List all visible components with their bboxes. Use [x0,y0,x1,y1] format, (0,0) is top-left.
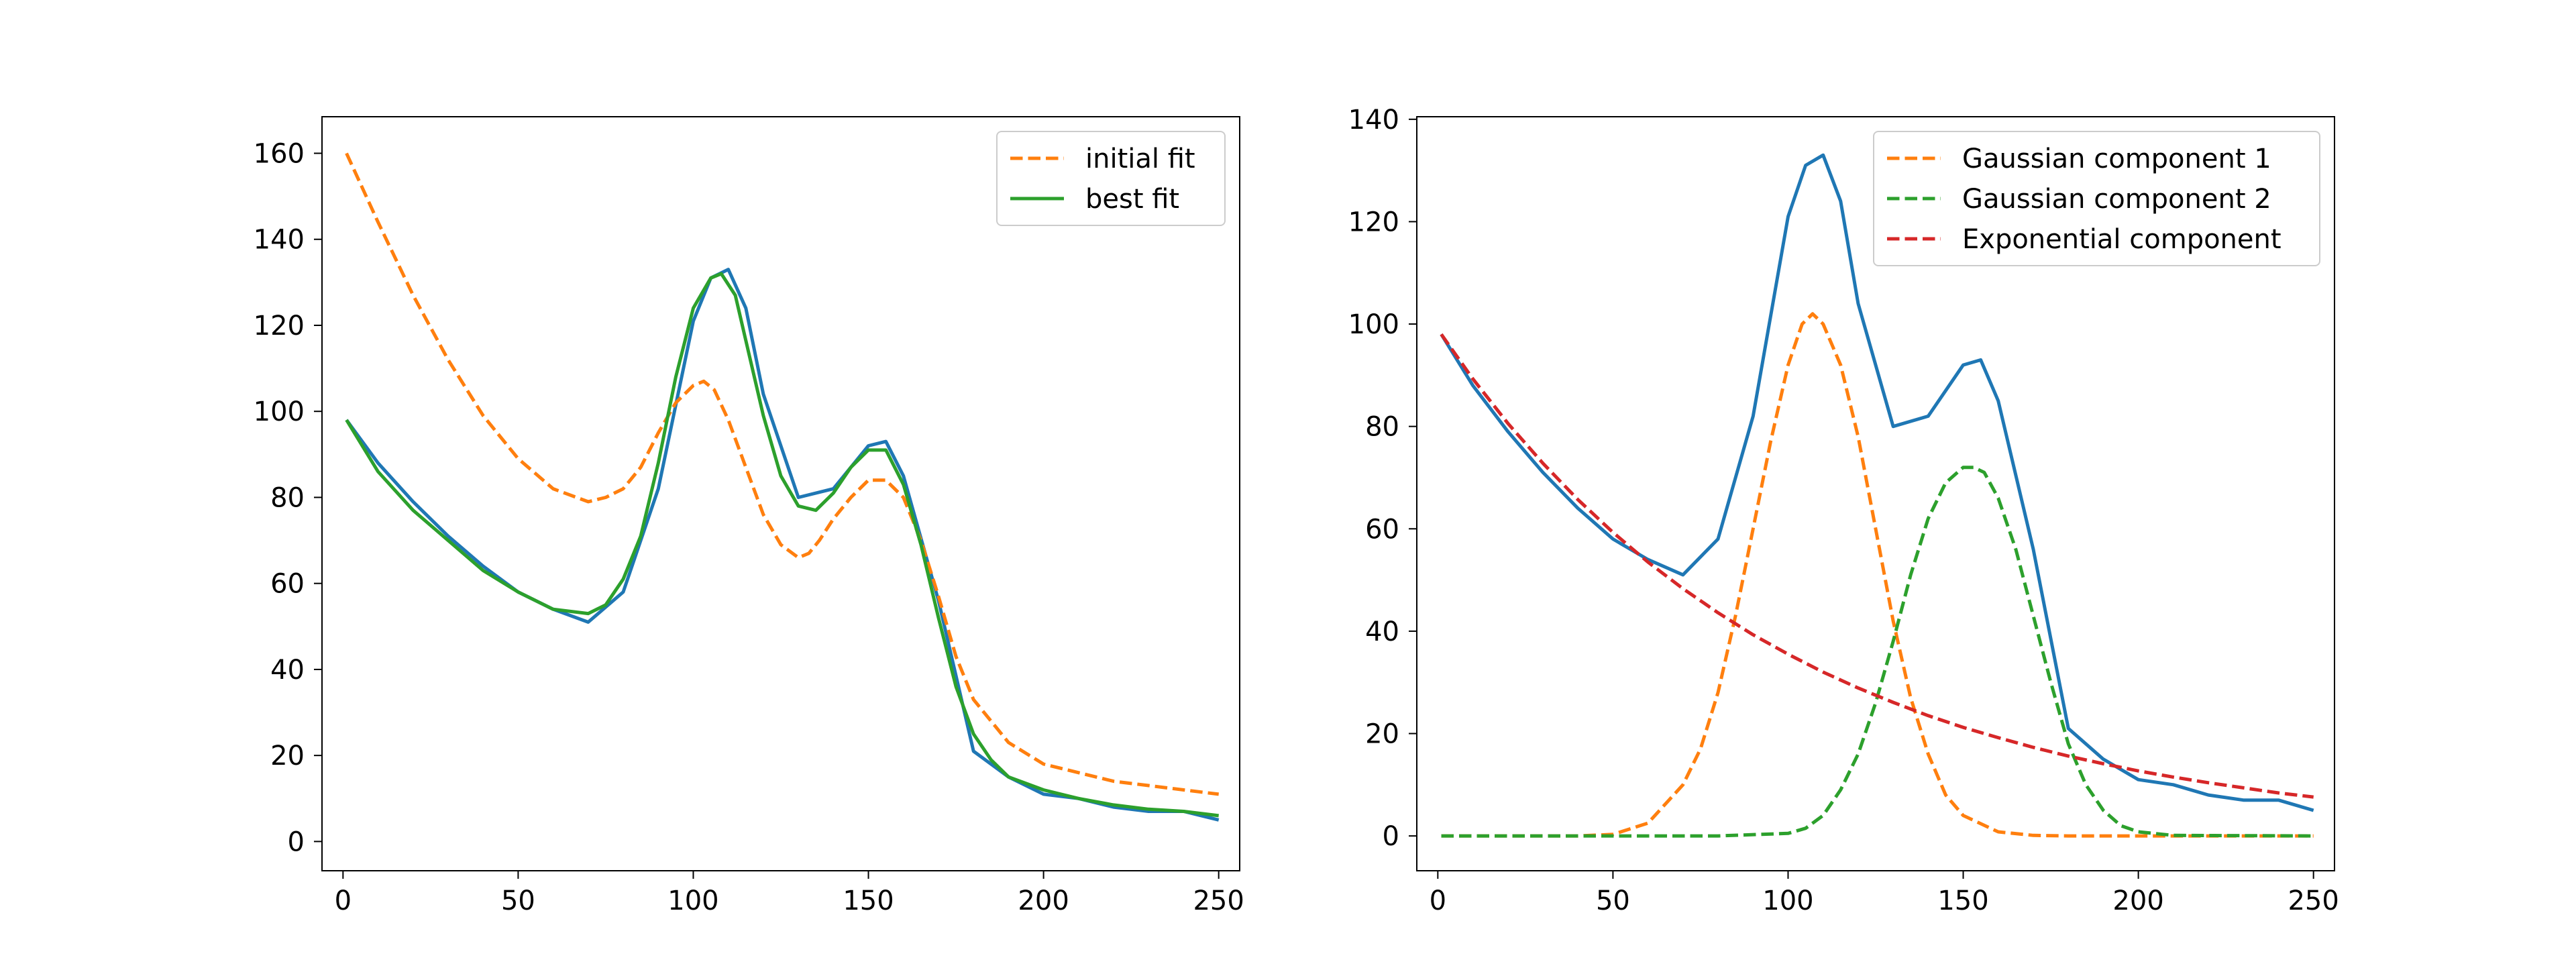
axes-frame [321,116,1240,871]
y-tick-label: 100 [1348,309,1399,340]
legend-box [996,131,1226,226]
plot-area [1440,153,2314,838]
x-tick-label: 200 [1018,885,1069,916]
y-tick-label: 60 [270,569,305,600]
x-tick-label: 200 [2112,885,2163,916]
y-tick-label: 100 [254,396,305,427]
y-tick-label: 140 [1348,105,1399,136]
y-tick-label: 0 [288,826,305,857]
left-chart-panel: 0 50 100 150 200 250 0 20 40 60 80 100 120 140 160 init… [254,116,1244,916]
legend-label-best-fit: best fit [1085,184,1179,215]
legend: initial fit best fit [996,131,1226,226]
series-line-gaussian-component-1 [1441,312,2314,838]
x-tick-label: 100 [1762,885,1813,916]
y-tick-label: 20 [270,741,305,771]
y-tick-label: 120 [254,311,305,341]
series-line-gaussian-component-2 [1441,466,2314,838]
y-tick-label: 60 [1365,514,1399,545]
right-chart-panel: 0 50 100 150 200 250 0 20 40 60 80 100 120 140 Gaussia… [1348,105,2339,916]
y-tick-label: 40 [1365,616,1399,647]
x-tick-label: 250 [2288,885,2339,916]
y-tick-label: 120 [1348,207,1399,237]
series-line-best-fit [345,272,1220,818]
y-tick-label: 140 [254,225,305,256]
x-tick-label: 150 [1937,885,1988,916]
x-tick-label: 150 [843,885,894,916]
legend: Gaussian component 1 Gaussian component 2… [1873,131,2320,266]
plot-area [345,152,1220,822]
x-tick-label: 0 [1430,885,1446,916]
legend-box [1873,131,2320,266]
x-tick-label: 100 [667,885,718,916]
y-tick-label: 0 [1383,821,1399,852]
y-tick-label: 20 [1365,718,1399,749]
axes-frame [1416,116,2335,871]
x-tick-label: 50 [501,885,535,916]
legend-label-exponential-component: Exponential component [1962,224,2282,255]
y-tick-label: 160 [254,139,305,170]
series-line-exponential-component [1440,333,2314,799]
data-series-line [1440,153,2314,812]
x-tick-label: 0 [335,885,352,916]
series-line-initial-fit [345,152,1220,796]
x-tick-label: 250 [1193,885,1244,916]
legend-label-gaussian-component-1: Gaussian component 1 [1962,144,2271,174]
y-tick-label: 40 [270,655,305,686]
legend-label-initial-fit: initial fit [1085,144,1195,174]
x-tick-label: 50 [1596,885,1630,916]
y-tick-label: 80 [1365,412,1399,443]
legend-label-gaussian-component-2: Gaussian component 2 [1962,184,2271,215]
y-tick-label: 80 [270,482,305,513]
